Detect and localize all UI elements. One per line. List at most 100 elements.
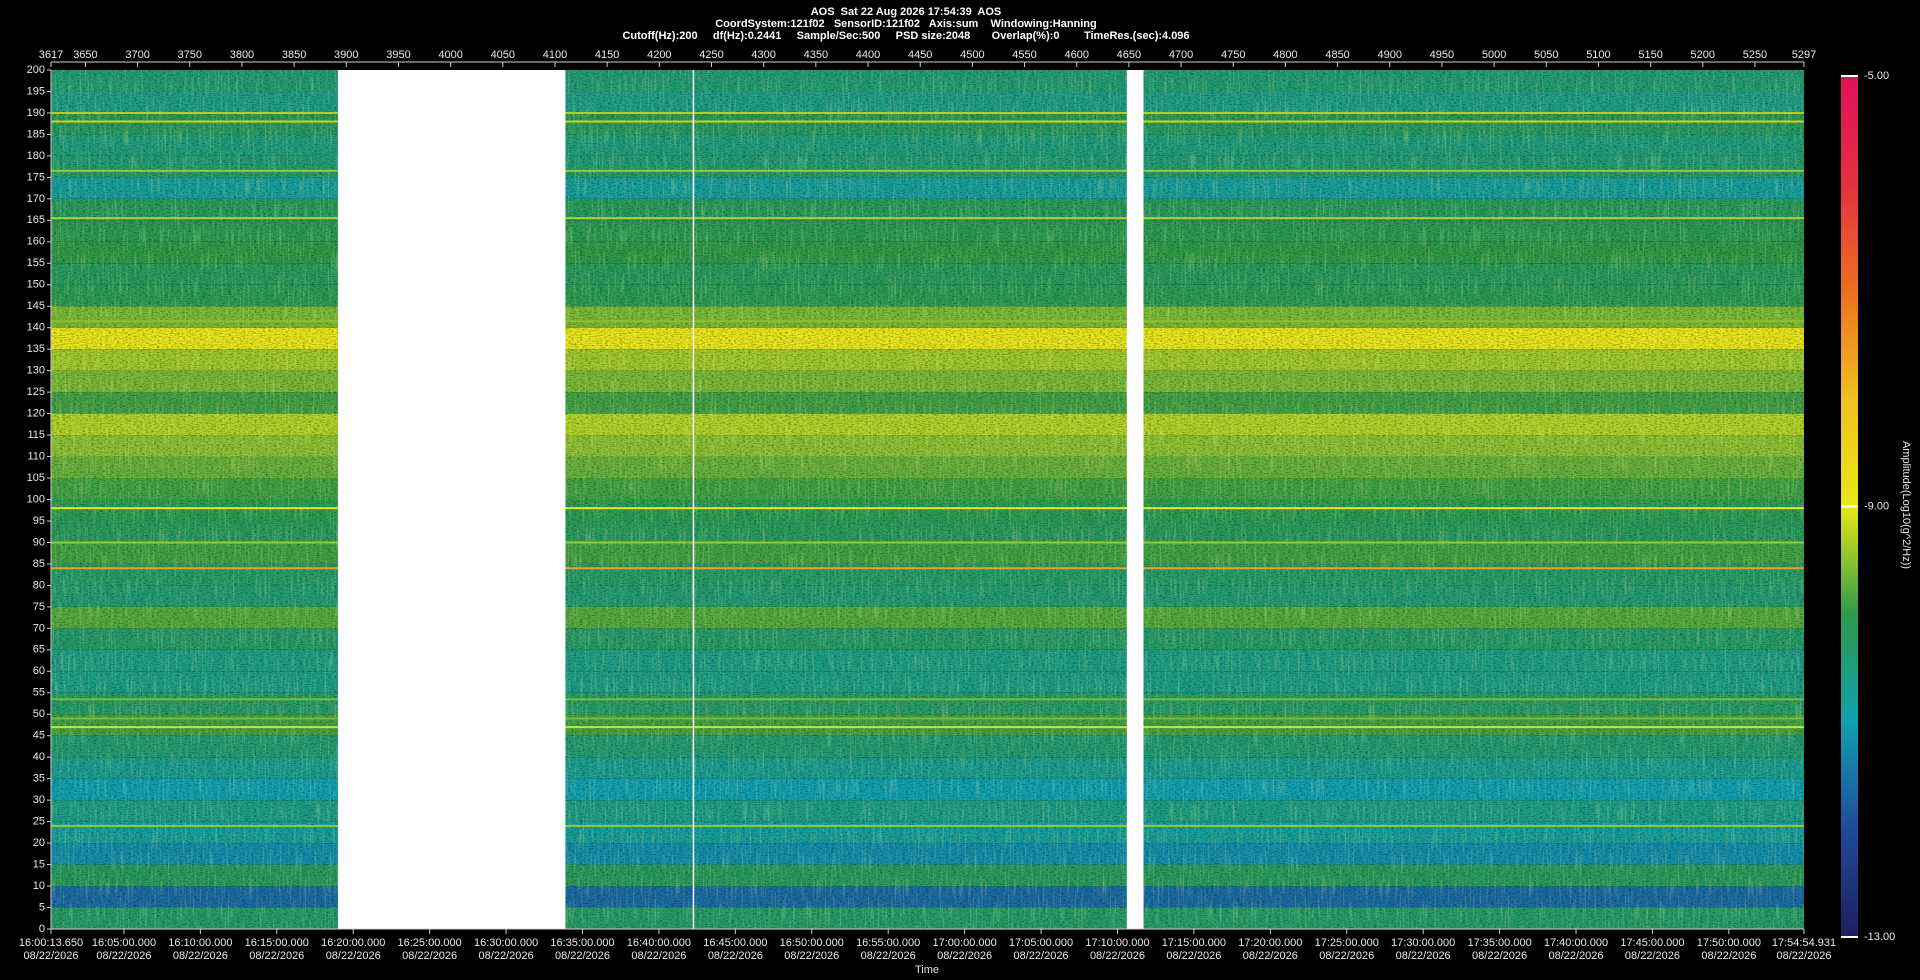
chart-subtitle: CoordSystem:121f02 SensorID:121f02 Axis:… (715, 18, 1097, 30)
x2-tick-label: 17:54:54.931 08/22/2026 (1772, 937, 1836, 962)
data-gap (1126, 70, 1144, 929)
x-tick-label: 4250 (699, 49, 723, 61)
x-tick-label: 4500 (960, 49, 984, 61)
y-tick-label: 65 (33, 644, 45, 656)
x2-tick-label: 16:35:00.000 08/22/2026 (550, 937, 614, 962)
colorbar-tick-label: -5.00 (1864, 70, 1889, 82)
x-axis-label: Time (915, 964, 939, 976)
y-tick-label: 125 (27, 386, 45, 398)
x-tick-label: 4050 (491, 49, 515, 61)
x-tick-label: 4150 (595, 49, 619, 61)
x2-tick-label: 17:20:00.000 08/22/2026 (1238, 937, 1302, 962)
colorbar-label: Amplitude(Log10(g^2/Hz)) (1900, 441, 1912, 569)
x2-tick-label: 16:10:00.000 08/22/2026 (168, 937, 232, 962)
y-tick-label: 50 (33, 708, 45, 720)
x-tick-label: 4200 (647, 49, 671, 61)
x-tick-label: 5200 (1691, 49, 1715, 61)
y-tick-label: 10 (33, 880, 45, 892)
x-tick-label: 4650 (1117, 49, 1141, 61)
x-tick-label: 3650 (73, 49, 97, 61)
x2-tick-label: 17:00:00.000 08/22/2026 (933, 937, 997, 962)
x-tick-label: 3617 (39, 49, 63, 61)
x-tick-label: 4000 (438, 49, 462, 61)
texture (51, 70, 1804, 929)
x-tick-label: 3700 (125, 49, 149, 61)
y-tick-label: 140 (27, 322, 45, 334)
x-tick-label: 4450 (908, 49, 932, 61)
y-tick-label: 190 (27, 107, 45, 119)
x2-tick-label: 17:10:00.000 08/22/2026 (1085, 937, 1149, 962)
y-tick-label: 175 (27, 171, 45, 183)
x2-tick-label: 17:35:00.000 08/22/2026 (1467, 937, 1531, 962)
x2-tick-label: 16:20:00.000 08/22/2026 (321, 937, 385, 962)
y-tick-label: 15 (33, 858, 45, 870)
y-tick-label: 45 (33, 730, 45, 742)
x2-tick-label: 17:40:00.000 08/22/2026 (1544, 937, 1608, 962)
y-tick-label: 115 (27, 429, 45, 441)
x-tick-label: 3800 (230, 49, 254, 61)
y-tick-label: 70 (33, 622, 45, 634)
x-tick-label: 4900 (1378, 49, 1402, 61)
y-tick-label: 0 (39, 923, 45, 935)
y-tick-label: 90 (33, 536, 45, 548)
y-tick-label: 95 (33, 515, 45, 527)
x-tick-label: 4600 (1064, 49, 1088, 61)
y-tick-label: 135 (27, 343, 45, 355)
x2-tick-label: 17:15:00.000 08/22/2026 (1162, 937, 1226, 962)
y-tick-label: 35 (33, 773, 45, 785)
y-tick-label: 185 (27, 128, 45, 140)
y-tick-label: 25 (33, 816, 45, 828)
x-tick-label: 4750 (1221, 49, 1245, 61)
x2-tick-label: 16:00:13.650 08/22/2026 (19, 937, 83, 962)
x-tick-label: 4300 (751, 49, 775, 61)
y-tick-label: 105 (27, 472, 45, 484)
x-tick-label: 4100 (543, 49, 567, 61)
y-tick-label: 80 (33, 579, 45, 591)
y-tick-label: 130 (27, 365, 45, 377)
x-tick-label: 3850 (282, 49, 306, 61)
chart-title: AOS Sat 22 Aug 2026 17:54:39 AOS (811, 6, 1002, 18)
x-tick-label: 4950 (1430, 49, 1454, 61)
y-tick-label: 100 (27, 493, 45, 505)
y-tick-label: 150 (27, 279, 45, 291)
x-tick-label: 5000 (1482, 49, 1506, 61)
data-gap (692, 70, 695, 929)
y-tick-label: 110 (27, 450, 45, 462)
x-tick-label: 3950 (386, 49, 410, 61)
x2-tick-label: 16:05:00.000 08/22/2026 (92, 937, 156, 962)
y-tick-label: 5 (39, 901, 45, 913)
x2-tick-label: 16:45:00.000 08/22/2026 (703, 937, 767, 962)
x-tick-label: 4400 (856, 49, 880, 61)
y-tick-label: 85 (33, 558, 45, 570)
y-tick-label: 195 (27, 85, 45, 97)
x-tick-label: 5250 (1743, 49, 1767, 61)
x-tick-label: 5297 (1792, 49, 1816, 61)
y-tick-label: 60 (33, 665, 45, 677)
x-tick-label: 4350 (804, 49, 828, 61)
chart-info: Cutoff(Hz):200 df(Hz):0.2441 Sample/Sec:… (622, 30, 1189, 42)
x2-tick-label: 16:55:00.000 08/22/2026 (856, 937, 920, 962)
x2-tick-label: 17:05:00.000 08/22/2026 (1009, 937, 1073, 962)
y-tick-label: 30 (33, 794, 45, 806)
x-tick-label: 4700 (1169, 49, 1193, 61)
y-tick-label: 170 (27, 193, 45, 205)
data-gap (337, 70, 566, 929)
x-tick-label: 5050 (1534, 49, 1558, 61)
x2-tick-label: 16:50:00.000 08/22/2026 (780, 937, 844, 962)
y-tick-label: 75 (33, 601, 45, 613)
x2-tick-label: 17:30:00.000 08/22/2026 (1391, 937, 1455, 962)
y-tick-label: 145 (27, 300, 45, 312)
x2-tick-label: 16:25:00.000 08/22/2026 (398, 937, 462, 962)
y-tick-label: 20 (33, 837, 45, 849)
x2-tick-label: 16:30:00.000 08/22/2026 (474, 937, 538, 962)
x-tick-label: 4550 (1012, 49, 1036, 61)
x-tick-label: 5100 (1586, 49, 1610, 61)
y-tick-label: 155 (27, 257, 45, 269)
x-tick-label: 4850 (1325, 49, 1349, 61)
y-tick-label: 165 (27, 214, 45, 226)
y-tick-label: 55 (33, 687, 45, 699)
y-tick-label: 40 (33, 751, 45, 763)
colorbar-tick-label: -9.00 (1864, 500, 1889, 512)
y-tick-label: 160 (27, 236, 45, 248)
